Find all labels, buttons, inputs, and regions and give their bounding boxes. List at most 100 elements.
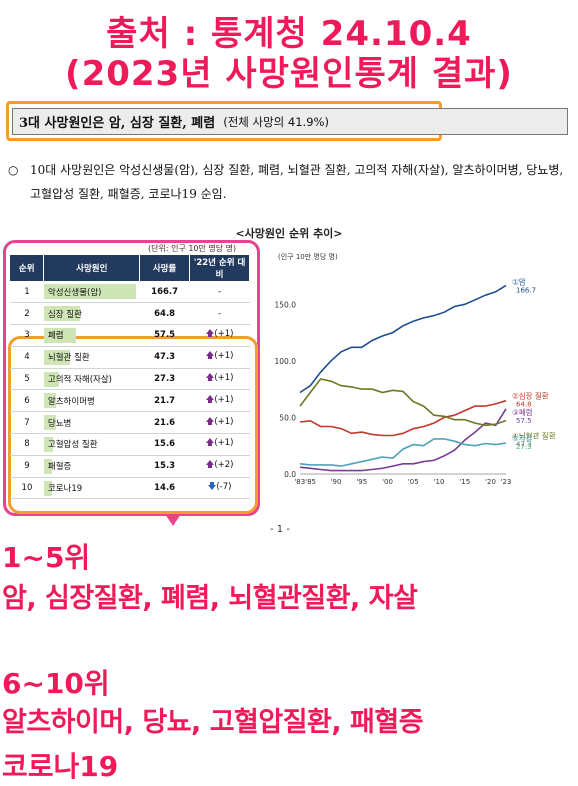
cause-label: 고의적 자해(자살) (47, 375, 112, 386)
table-row: 2 심장 질환 64.8 - (10, 302, 250, 326)
cause-label: 심장 질환 (47, 309, 82, 320)
rank-cell: 8 (10, 433, 44, 456)
rate-cell: 166.7 (139, 281, 190, 304)
change-cell: - (189, 281, 250, 304)
rank-1-5-title: 1~5위 (2, 541, 91, 574)
series-line (299, 399, 507, 437)
trend-chart: (인구 10만 명당 명) 0.0 50.0 100.0 150.0 '83'85 '90 '… (275, 252, 556, 486)
rate-cell: 21.6 (139, 411, 190, 435)
table-header-row: 순위 사망원인 사망률 '22년 순위 대비 (10, 255, 250, 281)
x-tick-label: '23 (501, 478, 512, 486)
series-line (299, 378, 507, 427)
rate-cell: 21.7 (139, 389, 190, 413)
x-tick-label: '10 (434, 478, 445, 486)
cause-label: 악성신생물(암) (47, 287, 102, 298)
bullet-text: 10대 사망원인은 악성신생물(암), 심장 질환, 폐렴, 뇌혈관 질환, 고… (30, 163, 564, 201)
rank-change-value: (+1) (214, 438, 234, 449)
rank-change-value: (+1) (214, 373, 234, 384)
rank-cell: 6 (10, 389, 44, 413)
rate-cell: 57.5 (139, 324, 190, 347)
cause-cell: 패혈증 (43, 455, 140, 478)
header-rank: 순위 (10, 255, 45, 281)
table-row: 6 알츠하이머병 21.7 🡅(+1) (10, 389, 250, 413)
change-cell: 🡅(+1) (189, 433, 250, 456)
up-arrow-icon: 🡅 (205, 394, 215, 405)
change-cell: 🡅(+1) (189, 389, 250, 413)
header-rate: 사망률 (139, 255, 191, 281)
change-cell: 🡅(+1) (189, 324, 250, 347)
rate-cell: 15.3 (139, 455, 190, 478)
cause-cell: 뇌혈관 질환 (43, 346, 140, 369)
rate-bar (43, 371, 59, 387)
cause-cell: 심장 질환 (43, 302, 140, 326)
x-tick-label: '90 (331, 478, 342, 486)
figure-title: <사망원인 순위 추이> (235, 227, 343, 240)
rank-cell: 7 (10, 411, 44, 435)
series-label: ②심장 질환 (512, 391, 549, 401)
table-row: 4 뇌혈관 질환 47.3 🡅(+1) (10, 346, 250, 369)
rate-bar (43, 480, 52, 496)
up-arrow-icon: 🡅 (205, 373, 215, 384)
change-cell: 🡅(+2) (189, 455, 250, 478)
series-line (299, 408, 507, 472)
header-change: '22년 순위 대비 (189, 255, 250, 281)
rank-change-value: - (218, 286, 222, 297)
source-heading: 출처 : 통계청 24.10.4 (106, 14, 472, 54)
rank-change-value: (-7) (216, 482, 232, 493)
summary-banner: 3대 사망원인은 암, 심장 질환, 폐렴 (전체 사망의 41.9%) (12, 108, 568, 135)
table-highlight-frame (3, 240, 260, 516)
rate-bar (43, 306, 80, 322)
series-label: ④뇌혈관 질환 (512, 430, 556, 440)
table-row: 8 고혈압성 질환 15.6 🡅(+1) (10, 433, 250, 456)
bullet-paragraph: ○ 10대 사망원인은 악성신생물(암), 심장 질환, 폐렴, 뇌혈관 질환,… (8, 158, 573, 206)
cause-label: 폐렴 (47, 331, 64, 342)
x-tick-label: '20 (485, 478, 496, 486)
summary-note: (전체 사망의 41.9%) (223, 114, 329, 129)
rank-change-value: (+2) (214, 460, 234, 471)
rank-change-value: - (218, 308, 222, 319)
up-arrow-icon: 🡅 (205, 416, 215, 427)
rank-6-10-list-cont: 코로나19 (2, 750, 119, 783)
cause-cell: 코로나19 (43, 477, 140, 500)
rank-cell: 1 (10, 281, 44, 304)
rank-cell: 5 (10, 368, 44, 391)
x-tick-label: '95 (356, 478, 367, 486)
rank-cell: 3 (10, 324, 44, 347)
rank-change-value: (+1) (214, 416, 234, 427)
cause-cell: 악성신생물(암) (43, 281, 140, 304)
cause-cell: 당뇨병 (43, 411, 140, 435)
series-end-value: 64.8 (516, 401, 532, 409)
rank-cell: 2 (10, 302, 44, 326)
change-cell: 🡅(+1) (189, 411, 250, 435)
rank-cell: 10 (10, 477, 44, 500)
change-cell: - (189, 302, 250, 326)
x-tick-label: '00 (382, 478, 393, 486)
rate-bar (43, 458, 52, 474)
series-end-value: 166.7 (516, 286, 536, 294)
rate-cell: 47.3 (139, 346, 190, 369)
table-unit-note: (단위: 인구 10만 명당 명) (148, 244, 237, 253)
change-cell: 🡅(+1) (189, 346, 250, 369)
cause-label: 당뇨병 (47, 418, 72, 429)
rate-bar (43, 415, 56, 431)
cause-label: 패혈증 (47, 462, 72, 473)
rank-change-value: (+1) (214, 351, 234, 362)
series-end-value: 57.5 (516, 417, 532, 425)
rate-cell: 15.6 (139, 433, 190, 456)
cause-label: 고혈압성 질환 (47, 440, 98, 451)
table-row: 3 폐렴 57.5 🡅(+1) (10, 324, 250, 347)
rank-cell: 4 (10, 346, 44, 369)
bullet-icon: ○ (8, 163, 19, 177)
header-cause: 사망원인 (43, 255, 141, 281)
cause-cell: 고의적 자해(자살) (43, 368, 140, 391)
series-label: ③폐렴 (512, 407, 533, 417)
table-row: 7 당뇨병 21.6 🡅(+1) (10, 411, 250, 435)
y-tick-label: 0.0 (284, 470, 296, 479)
rate-bar (43, 284, 136, 299)
series-end-value: 47.3 (516, 440, 532, 448)
rank-change-value: (+1) (214, 329, 234, 340)
ranking-table: 순위 사망원인 사망률 '22년 순위 대비 1 악성신생물(암) 166.7-2 심… (10, 255, 250, 500)
rate-bar (43, 349, 70, 365)
y-tick-label: 150.0 (275, 300, 297, 309)
x-tick-label: '83'85 (294, 478, 316, 486)
